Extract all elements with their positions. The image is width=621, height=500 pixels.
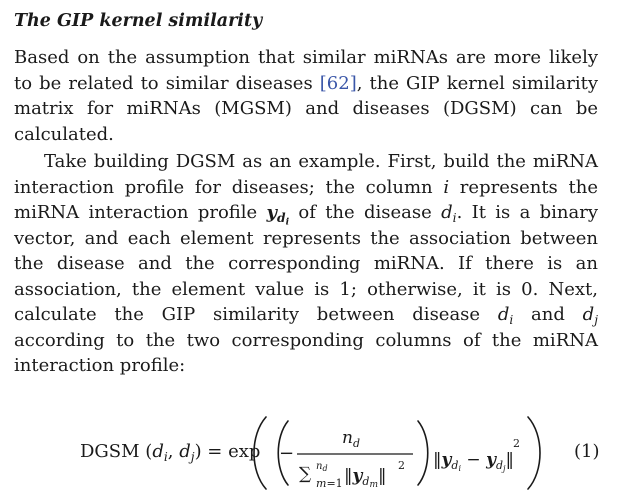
sum-upper: nd [316,461,328,473]
var-y: ydi [266,202,290,228]
section-title: The GIP kernel similarity [14,11,263,31]
big-parens [253,416,541,490]
equation-number: (1) [574,441,600,462]
var-y-subsub: i [285,216,290,228]
eq-lhs-dj: dj [179,441,195,464]
citation-link[interactable]: [62] [319,72,357,94]
var-y-base: y [266,202,278,223]
var-i: i [443,176,450,198]
denominator-exponent: 2 [398,459,405,472]
var-d-base: d [441,202,453,223]
var-d: di [441,202,457,225]
var-dj-sub: j [594,312,598,327]
sum-symbol: ∑ [299,464,311,484]
paragraph-2-text-b: represents the miRNA interaction profile [14,176,598,224]
sum-lower: m=1 [316,477,343,490]
equation-rhs-text: − nd ∑ nd m=1 ‖ydm‖ 2 ‖ydi − ydj‖ 2 [279,428,520,490]
paragraph-2-text-f: according to the two corresponding colum… [14,329,598,377]
equation-1: DGSM (di, dj) = exp − nd ∑ nd m=1 ‖ydm‖ … [0,413,621,493]
numerator: nd [342,428,360,450]
difference-norm: ‖ydi − ydj‖ [433,450,514,473]
var-dj-base: d [582,304,595,325]
var-dj: dj [582,304,598,327]
paragraph-1: Based on the assumption that similar miR… [14,45,598,147]
difference-exponent: 2 [513,437,520,450]
paragraph-2-text-a: Take building DGSM as an example. First,… [14,151,598,198]
minus-sign: − [279,443,294,464]
paragraph-2-text-d: . It is a binary vector, and each elemen… [14,202,599,325]
paragraph-1-text-b: , the GIP kernel similarity matrix for m… [14,72,598,145]
var-di-base: d [497,304,510,325]
var-y-sub-d: d [277,210,286,225]
paragraph-2: Take building DGSM as an example. First,… [14,149,598,379]
inner-paren-left [277,420,289,486]
inner-paren-right [417,420,429,486]
eq-lhs-dj-sub: j [190,449,195,464]
var-di: di [497,304,514,327]
outer-paren-left [253,416,267,490]
equation-lhs: DGSM (di, dj) = exp [80,441,261,464]
eq-lhs-di-sub: i [163,449,168,464]
var-y-sub: di [277,210,290,228]
equation-rhs-graphic: − nd ∑ nd m=1 ‖ydm‖ 2 ‖ydi − ydj‖ 2 [253,416,541,490]
paragraph-1-text-a: Based on the assumption that similar miR… [14,47,598,94]
paragraph-2-text-c: of the disease [289,202,442,223]
denominator-norm: ‖ydm‖ [344,466,386,490]
var-d-sub: i [452,210,457,225]
var-di-sub: i [509,312,514,327]
eq-lhs-di: di [152,441,168,464]
paragraph-2-text-e: and [513,304,583,325]
outer-paren-right [527,416,541,490]
